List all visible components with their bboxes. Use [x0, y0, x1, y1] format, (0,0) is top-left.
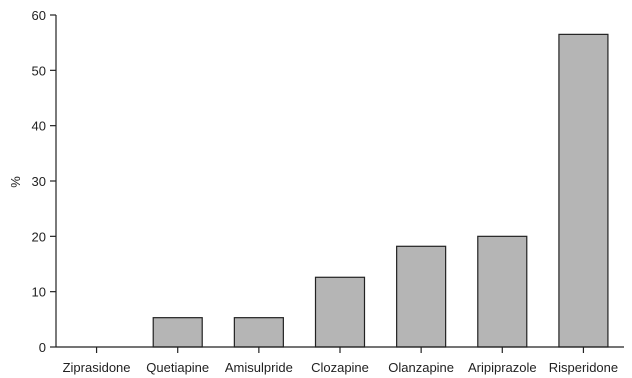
- bar-quetiapine: [152, 317, 203, 348]
- x-tick-label: Quetiapine: [146, 360, 209, 375]
- x-tick-label: Clozapine: [311, 360, 369, 375]
- x-tick-label: Risperidone: [549, 360, 618, 375]
- y-tick-label: 0: [39, 340, 46, 355]
- bars: [152, 33, 609, 348]
- y-tick-label: 30: [32, 174, 46, 189]
- y-tick-label: 50: [32, 63, 46, 78]
- x-tick-label: Amisulpride: [225, 360, 293, 375]
- x-tick-label: Ziprasidone: [63, 360, 131, 375]
- x-tick-label: Olanzapine: [388, 360, 454, 375]
- y-axis-label: %: [8, 176, 23, 188]
- x-axis: Ziprasidone Quetiapine Amisulpride Clozapin…: [56, 346, 624, 375]
- bar-amisulpride: [233, 317, 284, 348]
- y-tick-label: 60: [32, 8, 46, 23]
- y-tick-label: 40: [32, 119, 46, 134]
- bar-clozapine: [314, 276, 366, 348]
- y-axis: 0 10 20 30 40 50 60: [32, 8, 57, 355]
- x-tick-label: Aripiprazole: [468, 360, 537, 375]
- y-tick-label: 10: [32, 285, 46, 300]
- y-tick-label: 20: [32, 229, 46, 244]
- bar-risperidone: [558, 33, 609, 348]
- bar-olanzapine: [396, 245, 447, 348]
- bar-aripiprazole: [477, 235, 528, 348]
